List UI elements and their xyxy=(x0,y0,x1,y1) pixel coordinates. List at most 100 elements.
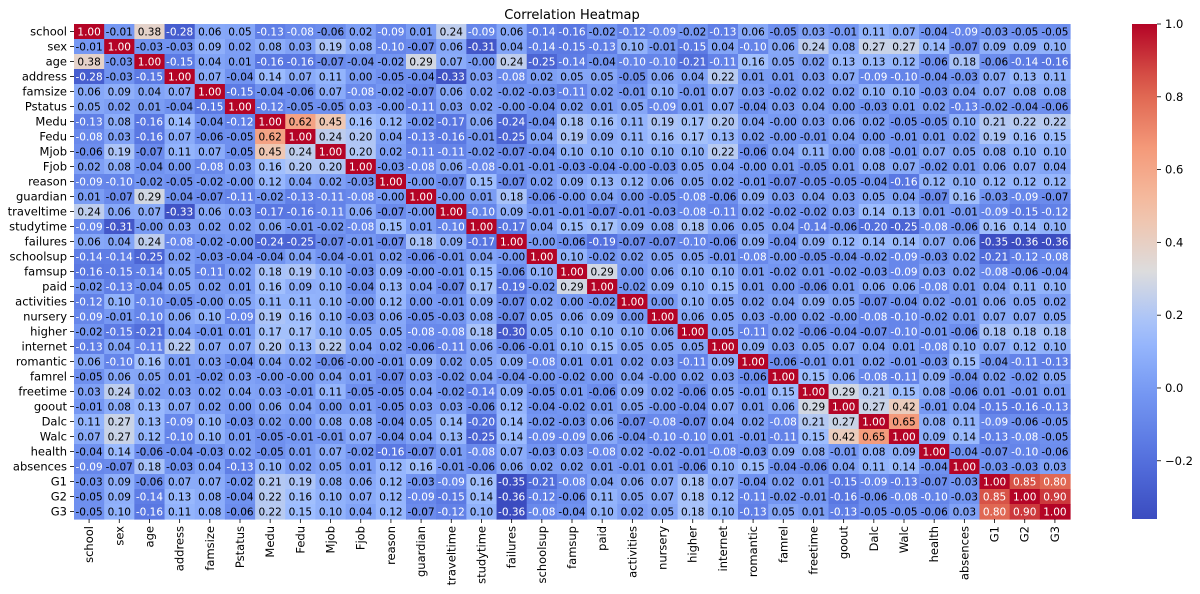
cell-value-label: -0.05 xyxy=(226,146,253,158)
row-label-nursery: nursery xyxy=(23,310,67,324)
column-label-Pstatus: Pstatus xyxy=(233,526,247,568)
cell-value-label: 0.03 xyxy=(802,116,825,128)
cell-value-label: -0.04 xyxy=(257,86,284,98)
row-label-famsize: famsize xyxy=(22,85,67,99)
cell-value-label: -0.00 xyxy=(649,371,676,383)
cell-value-label: -0.05 xyxy=(1041,431,1068,443)
cell-value-label: 0.20 xyxy=(289,161,312,173)
heatmap-cell-Fedu-Fedu xyxy=(285,129,317,145)
cell-value-label: 0.07 xyxy=(440,56,463,68)
heatmap-cell-Medu-address xyxy=(164,114,196,130)
heatmap-cell-schoolsup-activities xyxy=(617,249,649,265)
heatmap-cell-Mjob-goout xyxy=(828,144,860,160)
cell-value-label: -0.09 xyxy=(860,71,887,83)
cell-value-label: 0.29 xyxy=(138,191,161,203)
cell-value-label: 0.01 xyxy=(590,101,613,113)
cell-value-label: -0.11 xyxy=(226,191,253,203)
cell-value-label: 0.04 xyxy=(379,131,403,143)
heatmap-cell-traveltime-nursery xyxy=(647,204,679,220)
cell-value-label: -0.13 xyxy=(226,461,253,473)
heatmap-cell-age-G1 xyxy=(979,54,1011,70)
cell-value-label: -0.17 xyxy=(498,221,525,233)
cell-value-label: 0.14 xyxy=(500,431,524,443)
cell-value-label: 0.15 xyxy=(892,386,915,398)
heatmap-cell-Mjob-sex xyxy=(104,144,135,160)
cell-value-label: 0.03 xyxy=(953,506,976,518)
cell-value-label: 0.08 xyxy=(258,41,281,53)
cell-value-label: 1.00 xyxy=(500,236,523,248)
colorbar-tick-label: 0.6 xyxy=(1165,163,1183,177)
heatmap-cell-schoolsup-G3 xyxy=(1039,249,1071,265)
cell-value-label: -0.17 xyxy=(468,236,495,248)
cell-value-label: 0.10 xyxy=(198,431,221,443)
cell-value-label: -0.01 xyxy=(287,386,314,398)
cell-value-label: 0.01 xyxy=(228,431,251,443)
cell-value-label: 0.04 xyxy=(289,251,313,263)
cell-value-label: 0.03 xyxy=(228,371,251,383)
cell-value-label: 0.11 xyxy=(590,491,613,503)
heatmap-cell-school-address xyxy=(164,24,196,40)
cell-value-label: 0.05 xyxy=(590,71,613,83)
heatmap-cell-famsize-guardian xyxy=(406,84,437,100)
cell-value-label: -0.07 xyxy=(498,176,525,188)
heatmap-cell-paid-guardian xyxy=(406,279,437,295)
cell-value-label: -0.00 xyxy=(136,221,163,233)
heatmap-cell-Mjob-schoolsup xyxy=(526,144,558,160)
cell-value-label: 0.04 xyxy=(470,251,494,263)
heatmap-cell-sex-address xyxy=(164,39,196,55)
cell-value-label: -0.06 xyxy=(951,221,978,233)
cell-value-label: -0.09 xyxy=(951,26,978,38)
cell-value-label: 0.22 xyxy=(1043,116,1066,128)
heatmap-cell-address-paid xyxy=(587,69,618,85)
cell-value-label: 0.22 xyxy=(1013,116,1036,128)
heatmap-cell-paid-goout xyxy=(828,279,860,295)
heatmap-cell-address-studytime xyxy=(466,69,498,85)
cell-value-label: 0.08 xyxy=(198,491,221,503)
heatmap-cell-Fjob-health xyxy=(919,159,950,175)
cell-value-label: 0.38 xyxy=(138,26,161,38)
cell-value-label: -0.00 xyxy=(196,296,223,308)
cell-value-label: -0.03 xyxy=(558,416,585,428)
cell-value-label: -0.06 xyxy=(800,281,827,293)
heatmap-cell-sex-G3 xyxy=(1039,39,1071,55)
cell-value-label: 0.02 xyxy=(168,251,191,263)
cell-value-label: 0.20 xyxy=(258,341,281,353)
heatmap-cell-schoolsup-Dalc xyxy=(858,249,890,265)
cell-value-label: -0.09 xyxy=(890,251,917,263)
heatmap-cell-reason-activities xyxy=(617,174,649,190)
heatmap-cell-paid-famsup xyxy=(556,279,588,295)
heatmap-cell-Medu-Pstatus xyxy=(224,114,256,130)
heatmap-cell-traveltime-reason xyxy=(375,204,407,220)
cell-value-label: 0.07 xyxy=(198,341,221,353)
cell-value-label: 0.06 xyxy=(77,236,101,248)
cell-value-label: 0.05 xyxy=(621,101,644,113)
heatmap-cell-sex-nursery xyxy=(647,39,679,55)
heatmap-cell-Fedu-famrel xyxy=(768,129,799,145)
cell-value-label: -0.01 xyxy=(528,206,555,218)
cell-value-label: 0.06 xyxy=(741,26,765,38)
cell-value-label: 1.00 xyxy=(892,431,915,443)
column-label-traveltime: traveltime xyxy=(444,526,458,585)
cell-value-label: 0.01 xyxy=(741,401,764,413)
cell-value-label: 1.00 xyxy=(681,326,704,338)
heatmap-cell-sex-paid xyxy=(587,39,618,55)
heatmap-cell-Mjob-reason xyxy=(375,144,407,160)
cell-value-label: -0.36 xyxy=(1041,236,1068,248)
heatmap-cell-reason-sex xyxy=(104,174,135,190)
cell-value-label: 0.07 xyxy=(651,476,674,488)
cell-value-label: 0.13 xyxy=(440,431,463,443)
cell-value-label: -0.31 xyxy=(106,221,133,233)
cell-value-label: 0.14 xyxy=(500,416,524,428)
row-label-Fjob: Fjob xyxy=(43,160,67,174)
cell-value-label: -0.10 xyxy=(890,311,917,323)
cell-value-label: 0.11 xyxy=(862,26,885,38)
heatmap-cell-Mjob-famsize xyxy=(194,144,226,160)
cell-value-label: -0.04 xyxy=(830,326,857,338)
heatmap-cells: 1.00 -0.01 0.38 -0.28 0.06 0.05 -0.13 -0.08 -0.0… xyxy=(74,24,1071,520)
cell-value-label: -0.06 xyxy=(709,236,736,248)
cell-value-label: -0.10 xyxy=(166,431,193,443)
cell-value-label: -0.06 xyxy=(408,341,435,353)
heatmap-cell-traveltime-internet xyxy=(707,204,739,220)
cell-value-label: 0.03 xyxy=(289,41,312,53)
heatmap-cell-Medu-school xyxy=(74,114,105,130)
